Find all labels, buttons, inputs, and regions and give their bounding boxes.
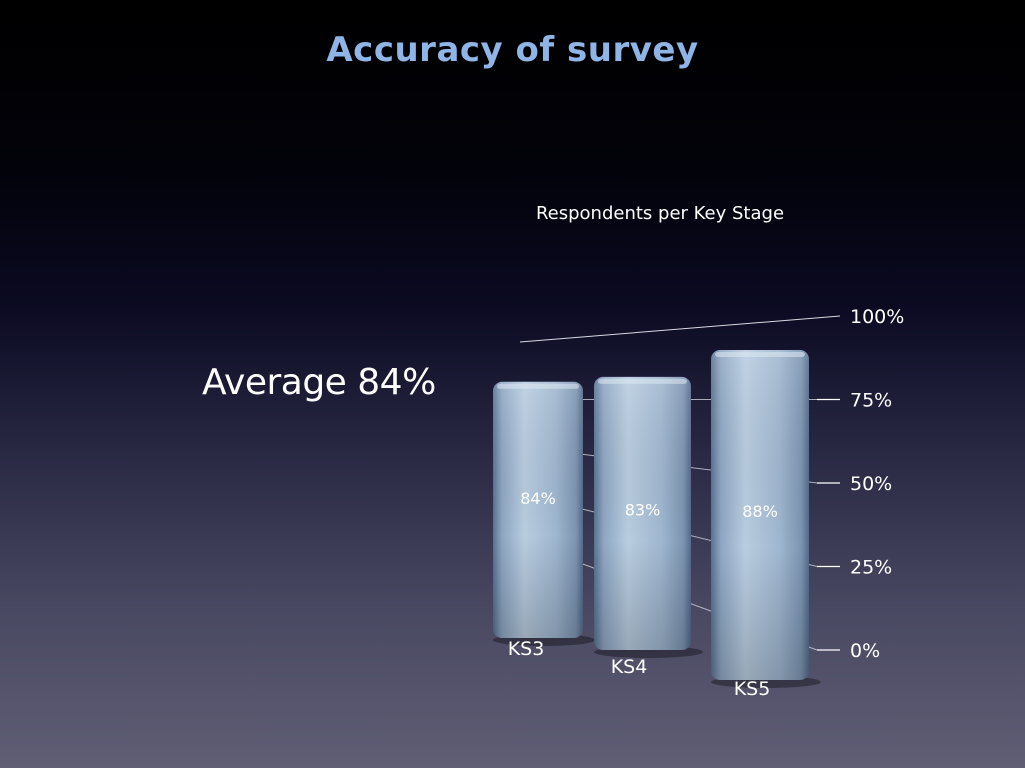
bar-shading	[594, 376, 691, 650]
chart-title: Respondents per Key Stage	[535, 203, 785, 224]
y-tick-label: 25%	[850, 557, 892, 579]
bar-top-highlight	[715, 352, 805, 357]
bar-top-highlight	[598, 378, 687, 384]
gridline-top	[519, 315, 841, 343]
bar-shading	[711, 350, 809, 680]
bar-top-highlight	[497, 383, 579, 389]
bars	[493, 350, 821, 688]
y-tick-label: 75%	[850, 390, 892, 412]
y-tick-label: 50%	[850, 473, 892, 495]
y-tick-label: 100%	[850, 306, 904, 328]
labels: 0% 25% 50% 75% 100% 84% KS3 83% KS4 88% KS5	[508, 306, 905, 700]
data-label: 84%	[520, 489, 556, 508]
y-tick-label: 0%	[850, 640, 880, 662]
x-tick-label: KS4	[611, 656, 648, 678]
data-label: 83%	[625, 500, 661, 519]
bar-shading	[493, 381, 583, 638]
average-label: Average 84%	[202, 362, 436, 403]
x-tick-label: KS5	[734, 678, 771, 700]
data-label: 88%	[742, 502, 778, 521]
x-tick-label: KS3	[508, 638, 545, 660]
slide-title: Accuracy of survey	[326, 30, 699, 70]
